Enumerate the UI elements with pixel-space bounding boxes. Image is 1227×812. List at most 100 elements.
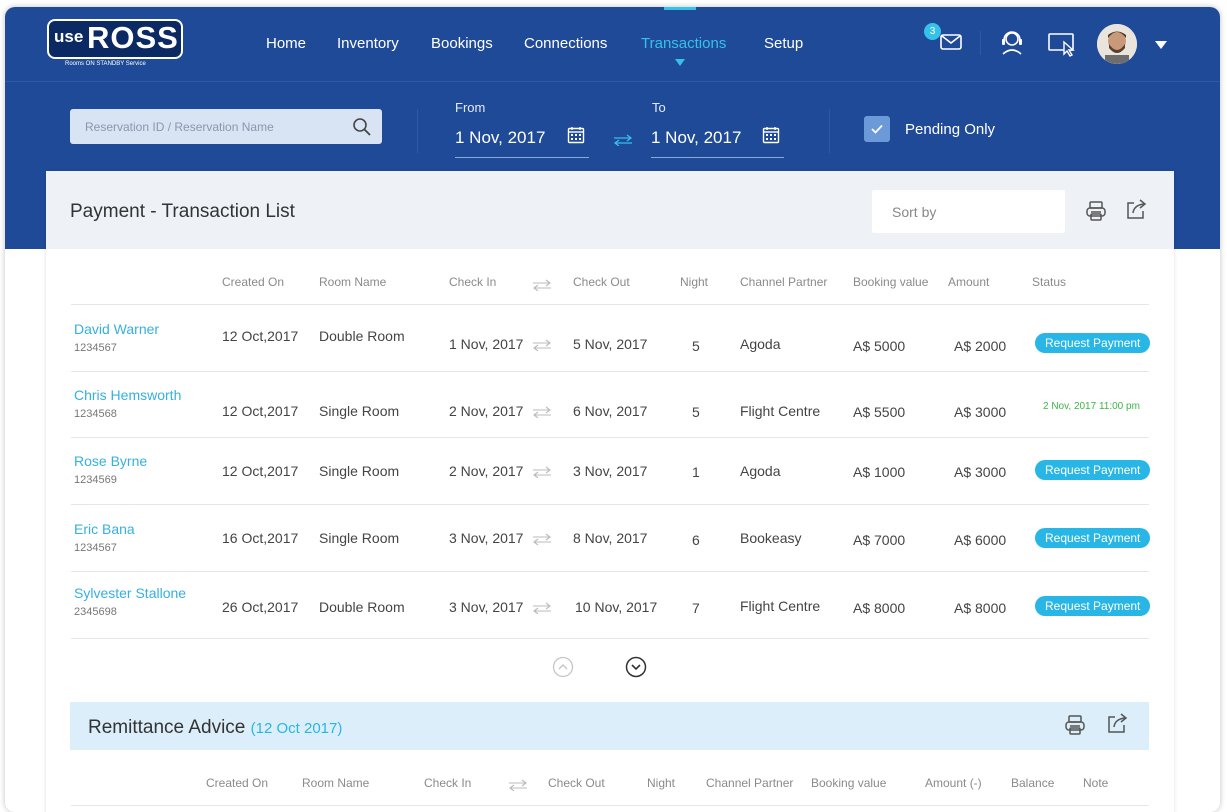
filter-divider — [829, 109, 830, 153]
check-out-cell: 8 Nov, 2017 — [573, 530, 648, 546]
search-icon[interactable] — [352, 117, 372, 142]
calendar-icon[interactable] — [762, 126, 780, 144]
col-room-name: Room Name — [302, 776, 370, 790]
nav-setup[interactable]: Setup — [764, 35, 804, 52]
swap-arrows-icon — [531, 532, 553, 550]
sort-by-dropdown[interactable]: Sort by — [872, 190, 1065, 233]
guest-name-link[interactable]: Eric Bana — [74, 521, 135, 537]
screen-pointer-icon[interactable] — [1047, 30, 1079, 63]
col-created-on: Created On — [222, 275, 285, 289]
reservation-search — [70, 109, 382, 144]
swap-arrows-icon — [531, 278, 553, 296]
col-note: Note — [1083, 776, 1109, 790]
col-check-out: Check Out — [548, 776, 605, 790]
nav-connections[interactable]: Connections — [524, 35, 608, 52]
pending-only-label: Pending Only — [905, 121, 996, 138]
room-name-cell: Single Room — [319, 530, 400, 546]
col-channel-partner: Channel Partner — [706, 776, 794, 790]
night-cell: 1 — [692, 464, 700, 480]
nav-bookings[interactable]: Bookings — [431, 35, 493, 52]
to-date-field[interactable]: 1 Nov, 2017 — [651, 120, 784, 158]
remittance-date: (12 Oct 2017) — [250, 720, 343, 737]
mail-count-badge: 3 — [924, 23, 941, 40]
app-window: use ROSS Rooms ON STANDBY Service Home I… — [5, 7, 1220, 812]
col-channel-partner: Channel Partner — [740, 275, 828, 289]
created-on-cell: 12 Oct,2017 — [222, 328, 299, 344]
support-agent-icon[interactable] — [999, 28, 1025, 61]
request-payment-button[interactable]: Request Payment — [1035, 596, 1151, 616]
transaction-card: Payment - Transaction List Sort by Creat… — [46, 171, 1174, 812]
check-in-cell: 3 Nov, 2017 — [449, 530, 524, 546]
export-icon[interactable] — [1125, 198, 1147, 225]
channel-partner-cell: Flight Centre — [740, 598, 821, 614]
reservation-id: 1234568 — [74, 408, 117, 420]
mail-icon[interactable] — [940, 33, 962, 56]
nav-inventory[interactable]: Inventory — [337, 35, 399, 52]
guest-name-link[interactable]: Sylvester Stallone — [74, 585, 187, 601]
sort-by-placeholder: Sort by — [892, 204, 937, 220]
print-icon[interactable] — [1064, 714, 1086, 741]
swap-arrows-icon — [531, 338, 553, 356]
created-on-cell: 12 Oct,2017 — [222, 463, 299, 479]
check-out-cell: 5 Nov, 2017 — [573, 336, 648, 352]
account-menu-caret[interactable] — [1155, 41, 1167, 49]
request-payment-button[interactable]: Request Payment — [1035, 460, 1151, 480]
calendar-icon[interactable] — [567, 126, 585, 144]
col-created-on: Created On — [206, 776, 269, 790]
chevron-up-icon[interactable] — [552, 656, 574, 683]
print-icon[interactable] — [1085, 200, 1107, 227]
export-icon[interactable] — [1106, 712, 1128, 739]
request-payment-button[interactable]: Request Payment — [1035, 333, 1151, 353]
transaction-list-title: Payment - Transaction List — [70, 201, 295, 222]
paid-timestamp: 2 Nov, 2017 11:00 pm — [1043, 401, 1140, 412]
amount-cell: A$ 6000 — [954, 532, 1007, 548]
col-check-in: Check In — [424, 776, 472, 790]
user-avatar[interactable] — [1097, 24, 1137, 64]
col-check-in: Check In — [449, 275, 497, 289]
guest-name-link[interactable]: David Warner — [74, 321, 160, 337]
nav-divider — [980, 31, 981, 55]
night-cell: 5 — [692, 338, 700, 354]
guest-name-link[interactable]: Chris Hemsworth — [74, 387, 182, 403]
col-amount: Amount (-) — [925, 776, 982, 790]
col-status: Status — [1032, 275, 1067, 289]
pending-only-checkbox[interactable] — [864, 116, 890, 142]
from-date-field[interactable]: 1 Nov, 2017 — [455, 120, 589, 158]
active-tab-indicator — [664, 7, 696, 10]
check-in-cell: 2 Nov, 2017 — [449, 403, 524, 419]
guest-name-link[interactable]: Rose Byrne — [74, 453, 148, 469]
logo-ross-text: ROSS — [87, 20, 179, 55]
channel-partner-cell: Flight Centre — [740, 403, 821, 419]
active-tab-caret — [675, 59, 685, 66]
col-room-name: Room Name — [319, 275, 387, 289]
request-payment-button[interactable]: Request Payment — [1035, 528, 1151, 548]
search-input[interactable] — [70, 109, 340, 144]
chevron-down-icon[interactable] — [625, 656, 647, 683]
nav-transactions[interactable]: Transactions — [641, 35, 727, 52]
created-on-cell: 26 Oct,2017 — [222, 599, 299, 615]
table-divider — [71, 638, 1149, 639]
check-out-cell: 3 Nov, 2017 — [573, 463, 648, 479]
reservation-id: 1234567 — [74, 542, 117, 554]
room-name-cell: Single Room — [319, 463, 400, 479]
logo-tagline: Rooms ON STANDBY Service — [65, 61, 146, 67]
brand-logo[interactable]: use ROSS Rooms ON STANDBY Service — [47, 19, 183, 71]
booking-value-cell: A$ 1000 — [853, 464, 906, 480]
col-balance: Balance — [1011, 776, 1055, 790]
room-name-cell: Single Room — [319, 403, 400, 419]
created-on-cell: 16 Oct,2017 — [222, 530, 299, 546]
check-in-cell: 2 Nov, 2017 — [449, 463, 524, 479]
booking-value-cell: A$ 5500 — [853, 404, 906, 420]
swap-arrows-icon — [531, 601, 553, 619]
remittance-title: Remittance Advice (12 Oct 2017) — [88, 717, 342, 739]
night-cell: 6 — [692, 532, 700, 548]
table-divider — [71, 304, 1149, 305]
table-divider — [71, 504, 1149, 505]
swap-arrows-icon — [531, 405, 553, 423]
booking-value-cell: A$ 5000 — [853, 338, 906, 354]
check-out-cell: 10 Nov, 2017 — [575, 599, 658, 615]
booking-value-cell: A$ 8000 — [853, 600, 906, 616]
nav-home[interactable]: Home — [266, 35, 307, 52]
table-divider — [71, 437, 1149, 438]
col-check-out: Check Out — [573, 275, 630, 289]
